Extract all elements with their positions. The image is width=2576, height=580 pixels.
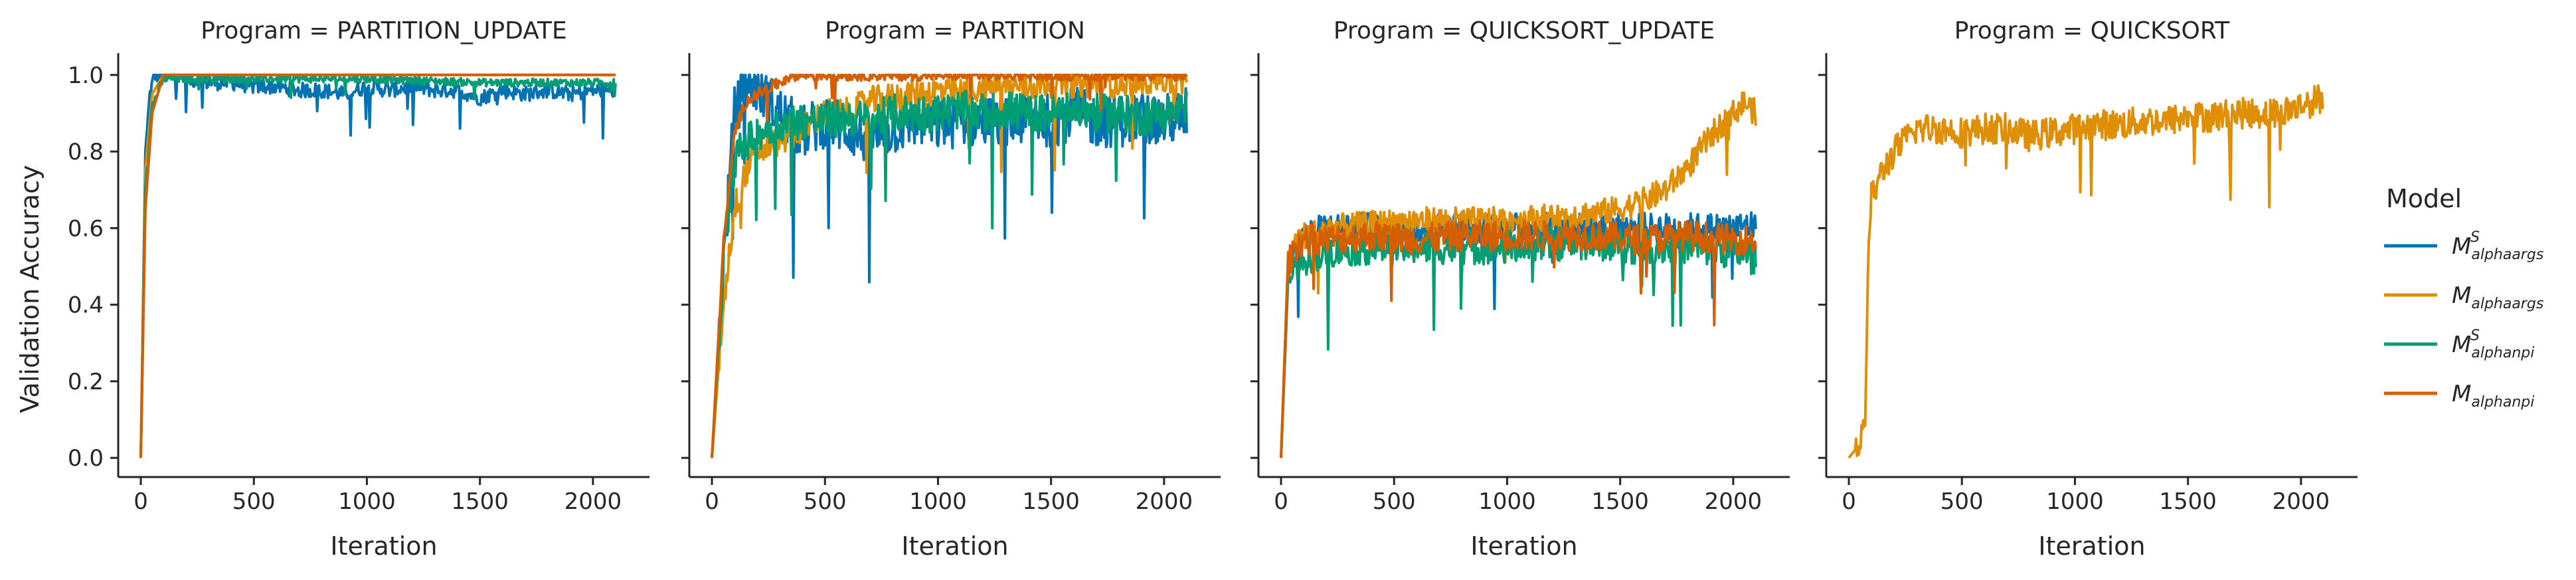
x-tick-label: 1500 <box>1591 488 1649 515</box>
legend: ModelMalphaargsSMalphaargsMalphanpiSMalp… <box>2384 184 2543 411</box>
series-line <box>139 73 617 458</box>
y-axis-label: Validation Accuracy <box>15 165 44 413</box>
x-axis-label: Iteration <box>330 532 437 561</box>
legend-label: Malphanpi <box>2452 381 2534 411</box>
x-tick-label: 500 <box>1373 488 1416 515</box>
x-tick-label: 0 <box>705 488 719 515</box>
x-tick-label: 1000 <box>909 488 967 515</box>
y-tick-label: 0.2 <box>68 369 104 395</box>
series-group <box>1847 84 2324 459</box>
panel-0: Program = PARTITION_UPDATE 0 500 1000 1500 20… <box>68 17 649 561</box>
series-line <box>1280 225 1757 458</box>
x-tick-label: 2000 <box>1136 488 1193 515</box>
y-tick-label: 0.0 <box>68 445 104 472</box>
x-tick-label: 2000 <box>564 488 622 515</box>
legend-item: Malphanpi <box>2384 381 2534 411</box>
series-line <box>1847 84 2324 459</box>
x-tick-label: 0 <box>1842 488 1856 515</box>
series-line <box>1280 219 1757 458</box>
panel-title: Program = QUICKSORT_UPDATE <box>1333 17 1715 45</box>
panel-title: Program = PARTITION <box>825 17 1085 45</box>
y-tick-label: 1.0 <box>68 62 104 89</box>
series-group <box>711 73 1188 458</box>
series-line <box>711 90 1188 458</box>
legend-label: Malphaargs <box>2452 233 2543 263</box>
x-tick-label: 0 <box>1274 488 1288 515</box>
y-tick-label: 0.8 <box>68 139 104 165</box>
panel-3: Program = QUICKSORT 0 500 1000 1500 2000 Itera… <box>1818 17 2358 561</box>
x-tick-label: 1000 <box>338 488 396 515</box>
legend-label: Malphaargs <box>2452 282 2543 312</box>
series-line <box>711 73 1188 458</box>
legend-superscript: S <box>2470 229 2480 246</box>
legend-title: Model <box>2386 184 2462 213</box>
panel-1: Program = PARTITION 0 500 1000 1500 2000 Itera… <box>681 17 1221 561</box>
series-line <box>139 73 616 458</box>
panel-title: Program = PARTITION_UPDATE <box>201 17 567 45</box>
facet-panels: Program = PARTITION_UPDATE 0 500 1000 1500 20… <box>68 17 2358 561</box>
series-group <box>1280 91 1757 458</box>
panel-title: Program = QUICKSORT <box>1954 17 2231 45</box>
panel-2: Program = QUICKSORT_UPDATE 0 500 1000 1500 20… <box>1250 17 1790 561</box>
x-tick-label: 500 <box>232 488 276 515</box>
x-axis-label: Iteration <box>901 532 1008 561</box>
legend-label: Malphanpi <box>2452 332 2534 361</box>
legend-superscript: S <box>2470 328 2480 344</box>
x-tick-label: 1000 <box>1478 488 1536 515</box>
y-tick-label: 0.6 <box>68 215 104 242</box>
x-tick-label: 1500 <box>1022 488 1080 515</box>
x-tick-label: 500 <box>804 488 847 515</box>
legend-item: Malphaargs <box>2384 282 2543 312</box>
x-tick-label: 500 <box>1940 488 1984 515</box>
x-tick-label: 1500 <box>451 488 509 515</box>
series-group <box>139 73 617 458</box>
x-tick-label: 1500 <box>2159 488 2217 515</box>
series-line <box>1280 91 1757 458</box>
x-axis-label: Iteration <box>1470 532 1577 561</box>
x-tick-label: 0 <box>133 488 148 515</box>
x-axis-label: Iteration <box>2038 532 2145 561</box>
y-tick-label: 0.4 <box>68 292 104 319</box>
x-tick-label: 2000 <box>2273 488 2330 515</box>
series-line <box>139 73 617 458</box>
x-tick-label: 2000 <box>1705 488 1762 515</box>
x-tick-label: 1000 <box>2046 488 2104 515</box>
series-line <box>139 73 616 458</box>
